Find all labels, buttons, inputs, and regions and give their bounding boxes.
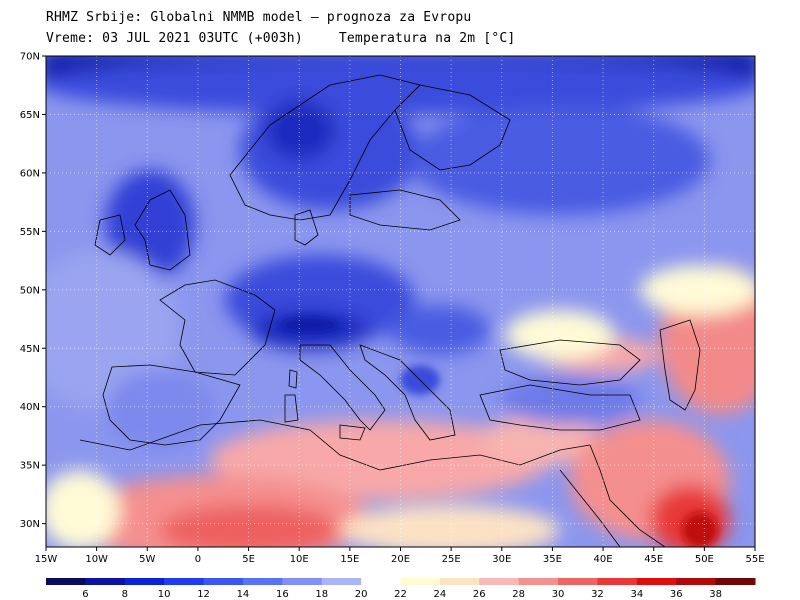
colorbar-label: 14 xyxy=(237,589,250,600)
colorbar: 6 8 10 12 14 16 18 20 22 24 26 28 30 32 34 36 38 xyxy=(46,578,756,600)
colorbar-label: 12 xyxy=(197,589,210,600)
colorbar-swatch xyxy=(282,578,323,585)
colorbar-label: 28 xyxy=(512,589,525,600)
lat-label: 55N xyxy=(20,227,40,238)
lon-label: 0 xyxy=(195,554,201,565)
colorbar-swatch xyxy=(400,578,441,585)
colorbar-swatch xyxy=(203,578,244,585)
colorbar-label: 16 xyxy=(276,589,289,600)
map-subtitle: Vreme: 03 JUL 2021 03UTC (+003h) Temperat… xyxy=(46,31,515,46)
colorbar-swatch xyxy=(85,578,126,585)
longitude-labels: 15W 10W 5W 0 5E 10E 15E 20E 25E 30E 35E 40E 45E 50E 55… xyxy=(35,547,765,565)
lon-label: 50E xyxy=(695,554,714,565)
lat-label: 30N xyxy=(20,519,40,530)
colorbar-swatch xyxy=(164,578,205,585)
latitude-labels: 70N 65N 60N 55N 50N 45N 40N 35N 30N xyxy=(20,52,46,530)
lat-label: 60N xyxy=(20,168,40,179)
colorbar-label: 38 xyxy=(709,589,722,600)
colorbar-label: 8 xyxy=(122,589,128,600)
colorbar-swatch xyxy=(558,578,598,585)
colorbar-label: 26 xyxy=(473,589,486,600)
colorbar-label: 34 xyxy=(630,589,643,600)
lon-label: 5W xyxy=(139,554,155,565)
colorbar-swatch xyxy=(439,578,480,585)
colorbar-swatch xyxy=(321,578,362,585)
colorbar-label: 32 xyxy=(591,589,604,600)
lon-label: 10W xyxy=(85,554,108,565)
colorbar-swatch xyxy=(636,578,677,585)
lat-label: 50N xyxy=(20,285,40,296)
lat-label: 70N xyxy=(20,52,40,63)
colorbar-label: 30 xyxy=(552,589,565,600)
variable-label: Temperatura na 2m [°C] xyxy=(338,31,516,46)
colorbar-label: 6 xyxy=(82,589,88,600)
lon-label: 35E xyxy=(543,554,562,565)
lon-label: 5E xyxy=(242,554,255,565)
lat-label: 35N xyxy=(20,461,40,472)
lat-label: 40N xyxy=(20,402,40,413)
lon-label: 45E xyxy=(644,554,663,565)
colorbar-swatch xyxy=(715,578,756,585)
map-title: RHMZ Srbije: Globalni NMMB model — progn… xyxy=(46,10,472,25)
colorbar-swatch xyxy=(676,578,717,585)
colorbar-swatch xyxy=(46,578,86,585)
colorbar-swatch xyxy=(479,578,520,585)
colorbar-label: 18 xyxy=(315,589,328,600)
lon-label: 30E xyxy=(492,554,511,565)
lon-label: 10E xyxy=(290,554,309,565)
colorbar-label: 20 xyxy=(355,589,368,600)
colorbar-swatch xyxy=(242,578,283,585)
lon-label: 20E xyxy=(391,554,410,565)
colorbar-swatch xyxy=(518,578,559,585)
colorbar-label: 22 xyxy=(394,589,407,600)
colorbar-label: 24 xyxy=(434,589,447,600)
forecast-time: Vreme: 03 JUL 2021 03UTC (+003h) xyxy=(46,31,303,46)
lon-label: 40E xyxy=(594,554,613,565)
colorbar-label: 10 xyxy=(158,589,171,600)
lon-label: 25E xyxy=(442,554,461,565)
colorbar-swatch xyxy=(361,578,401,585)
lat-label: 65N xyxy=(20,110,40,121)
colorbar-label: 36 xyxy=(670,589,683,600)
coastlines xyxy=(79,74,701,547)
temperature-field xyxy=(46,56,755,547)
colorbar-swatch xyxy=(597,578,638,585)
lon-label: 15E xyxy=(340,554,359,565)
lon-label: 15W xyxy=(35,554,58,565)
colorbar-swatch xyxy=(124,578,165,585)
lon-label: 55E xyxy=(745,554,764,565)
lat-label: 45N xyxy=(20,344,40,355)
